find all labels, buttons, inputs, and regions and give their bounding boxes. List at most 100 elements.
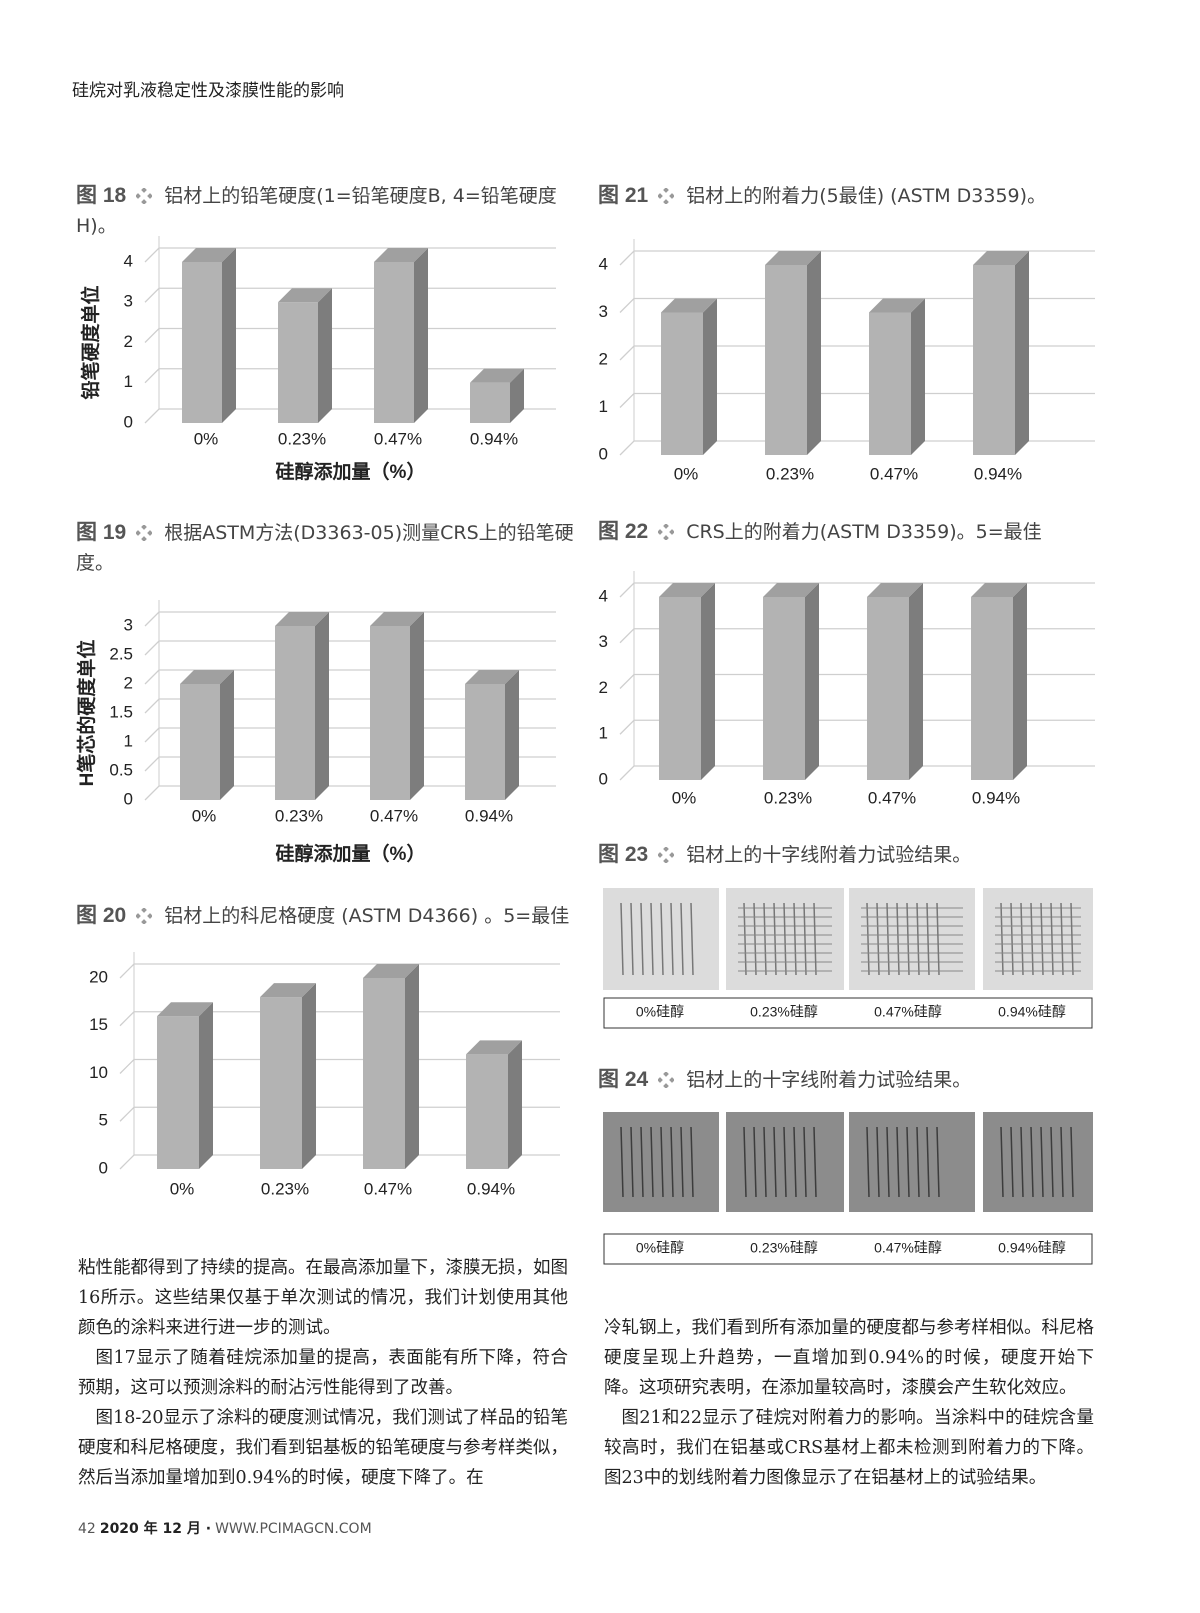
x-tick-label: 0.94% xyxy=(465,806,513,825)
y-tick-label: 0 xyxy=(99,1158,108,1177)
scratch xyxy=(773,1126,777,1198)
bar xyxy=(465,684,505,800)
panel-label: 0%硅醇 xyxy=(636,1240,684,1256)
scratch xyxy=(1010,902,1014,976)
figure-label: 图 19 xyxy=(76,521,127,544)
y-tick-label: 0 xyxy=(599,769,608,788)
scratch xyxy=(1070,1126,1074,1198)
bar-side xyxy=(911,298,925,455)
figure-label: 图 24 xyxy=(598,1068,649,1091)
paragraph: 图17显示了随着硅烷添加量的提高，表面能有所下降，符合预期，这可以预测涂料的耐沾… xyxy=(78,1348,568,1398)
bar-side xyxy=(405,964,419,1169)
y-tick-label: 0 xyxy=(124,412,133,431)
y-tick-label: 2 xyxy=(599,349,608,368)
paragraph: 图18-20显示了涂料的硬度测试情况，我们测试了样品的铅笔硬度和科尼格硬度，我们… xyxy=(78,1408,568,1488)
y-tick-label: 0 xyxy=(124,789,133,808)
caption: 图 20 铝材上的科尼格硬度 (ASTM D4366) 。5=最佳 xyxy=(76,901,596,931)
scratch xyxy=(876,1126,880,1198)
figure-label: 图 23 xyxy=(598,843,649,866)
paragraph: 冷轧钢上，我们看到所有添加量的硬度都与参考样相似。科尼格硬度呈现上升趋势，一直增… xyxy=(604,1318,1094,1398)
bar xyxy=(659,597,701,780)
scratch xyxy=(753,1126,757,1198)
scratch xyxy=(886,902,890,976)
scratch xyxy=(1030,1126,1034,1198)
caption-icon xyxy=(135,524,154,542)
scratch xyxy=(640,902,644,976)
y-tick-label: 0.5 xyxy=(109,760,133,779)
caption-text: 铝材上的十字线附着力试验结果。 xyxy=(686,844,972,866)
scratch xyxy=(793,902,797,976)
scratch xyxy=(1060,902,1064,976)
grid-line xyxy=(619,628,1095,644)
bar-top xyxy=(661,298,717,313)
scratch xyxy=(763,902,767,976)
bar-top xyxy=(157,1002,213,1017)
bar-side xyxy=(703,298,717,455)
x-tick-label: 0.47% xyxy=(870,464,918,483)
scratch xyxy=(926,902,930,976)
x-axis-title: 硅醇添加量（%） xyxy=(276,460,426,483)
bar-side xyxy=(909,583,923,780)
test-photo xyxy=(849,888,975,990)
scratch xyxy=(813,902,817,976)
grid-line xyxy=(619,250,1095,266)
scratch xyxy=(630,902,634,976)
scratch xyxy=(680,1126,684,1198)
x-tick-label: 0.47% xyxy=(868,788,916,807)
grid-line xyxy=(144,611,556,627)
scratch xyxy=(916,1126,920,1198)
scratch xyxy=(896,902,900,976)
footer: 42 2020 年 12 月 · WWW.PCIMAGCN.COM xyxy=(78,1518,372,1538)
paragraph: 粘性能都得到了持续的提高。在最高添加量下，漆膜无损，如图16所示。这些结果仅基于… xyxy=(78,1258,568,1338)
scratch xyxy=(690,1126,694,1198)
bar xyxy=(157,1016,199,1169)
bar-top xyxy=(763,583,819,597)
label-box xyxy=(603,1233,1093,1265)
x-tick-label: 0% xyxy=(170,1179,195,1198)
caption: 图 18 铝材上的铅笔硬度(1=铅笔硬度B, 4=铅笔硬度H)。 xyxy=(76,181,596,241)
bar-side xyxy=(805,583,819,780)
scratch xyxy=(1060,1126,1064,1198)
figure-label: 图 18 xyxy=(76,184,127,207)
bar-top xyxy=(260,983,316,998)
y-tick-label: 1 xyxy=(124,372,133,391)
caption-icon xyxy=(135,907,154,925)
scratch xyxy=(803,902,807,976)
y-tick-label: 4 xyxy=(124,251,133,270)
test-photo xyxy=(983,888,1093,990)
bar-top xyxy=(278,288,332,303)
x-tick-label: 0.94% xyxy=(972,788,1020,807)
y-tick-label: 2 xyxy=(124,332,133,351)
caption: 图 19 根据ASTM方法(D3363-05)测量CRS上的铅笔硬度。 xyxy=(76,518,581,578)
bar xyxy=(363,978,405,1169)
panel-label: 0.47%硅醇 xyxy=(874,1240,942,1256)
scratch xyxy=(650,902,654,976)
caption-icon xyxy=(657,1071,676,1089)
x-tick-label: 0.47% xyxy=(364,1179,412,1198)
scratch xyxy=(906,902,910,976)
issue-date: 2020 年 12 月 · xyxy=(99,1521,212,1537)
website: WWW.PCIMAGCN.COM xyxy=(215,1521,372,1537)
bar xyxy=(466,1054,508,1169)
caption-icon xyxy=(657,523,676,541)
bar xyxy=(278,302,318,423)
bar-top xyxy=(867,583,923,597)
scratch xyxy=(620,1126,624,1198)
panel-label: 0.47%硅醇 xyxy=(874,1004,942,1020)
caption-text: 根据ASTM方法(D3363-05)测量CRS上的铅笔硬度。 xyxy=(76,522,574,574)
bar-side xyxy=(701,583,715,780)
bar-side xyxy=(1013,583,1027,780)
bar-side xyxy=(807,251,821,455)
scratch xyxy=(763,1126,767,1198)
label-box xyxy=(603,997,1093,1029)
bar-side xyxy=(222,248,236,423)
x-tick-label: 0.47% xyxy=(370,806,418,825)
running-header: 硅烷对乳液稳定性及漆膜性能的影响 xyxy=(72,81,344,101)
scratch xyxy=(680,902,684,976)
y-axis-title: H笔芯的硬度单位 xyxy=(75,640,98,787)
caption-icon xyxy=(657,846,676,864)
y-tick-label: 3 xyxy=(599,632,608,651)
caption: 图 22 CRS上的附着力(ASTM D3359)。5=最佳 xyxy=(598,517,1118,547)
scratch xyxy=(813,1126,817,1198)
scratch xyxy=(1030,902,1034,976)
